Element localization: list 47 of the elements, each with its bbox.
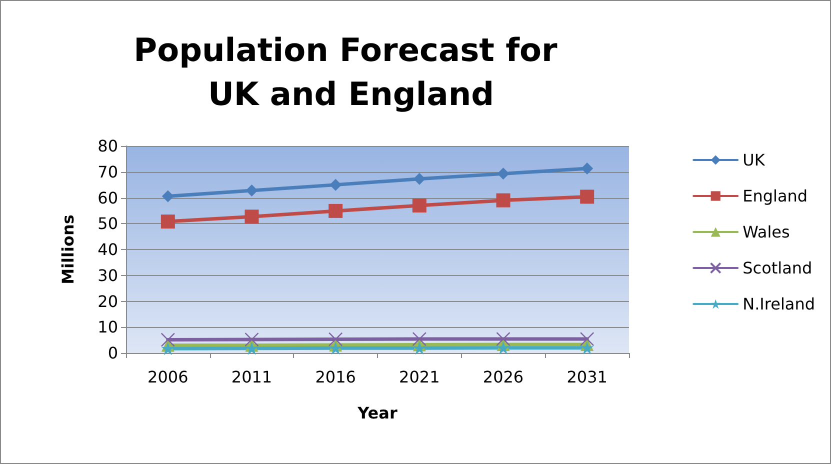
point (580, 341, 594, 354)
legend-label: Wales (742, 222, 790, 242)
legend-label: Scotland (742, 258, 812, 278)
point (160, 332, 176, 347)
point (580, 332, 594, 346)
point (497, 168, 510, 180)
legend-label: N.Ireland (742, 294, 815, 314)
point (581, 162, 594, 175)
legend-label: England (742, 186, 808, 206)
point (245, 342, 258, 355)
x-tick-label: 2021 (399, 368, 440, 386)
point (413, 172, 426, 185)
point (328, 332, 343, 346)
point (244, 332, 259, 347)
point (329, 342, 342, 355)
x-tick-label: 2016 (315, 368, 356, 386)
point (162, 190, 174, 202)
point (161, 342, 174, 356)
y-tick-label: 70 (98, 162, 118, 182)
legend-label: UK (742, 150, 766, 170)
point (244, 210, 259, 224)
x-tick-label: 2006 (148, 368, 188, 386)
y-tick-label: 80 (98, 136, 118, 156)
y-axis-title: Millions (58, 214, 78, 284)
y-tick-label: 0 (108, 344, 118, 362)
point (412, 342, 426, 355)
point (496, 332, 510, 346)
y-tick-label: 50 (98, 214, 118, 234)
y-tick-label: 30 (98, 266, 118, 285)
x-tick-label: 2011 (231, 368, 272, 386)
point (160, 214, 175, 229)
point (246, 184, 258, 197)
chart-title: Population Forecast for UK and England (134, 31, 568, 113)
point (412, 332, 427, 346)
y-tick-label: 60 (98, 188, 118, 208)
x-tick-label: 2026 (482, 368, 524, 386)
point (580, 190, 594, 204)
y-tick-label: 40 (98, 240, 118, 259)
point (496, 341, 510, 354)
x-axis-title: Year (356, 404, 398, 422)
y-tick-label: 10 (98, 318, 118, 337)
point (330, 178, 342, 191)
point (412, 198, 426, 213)
point (496, 193, 510, 208)
y-tick-label: 20 (98, 292, 118, 311)
point (328, 204, 343, 218)
x-tick-label: 2031 (566, 368, 608, 386)
